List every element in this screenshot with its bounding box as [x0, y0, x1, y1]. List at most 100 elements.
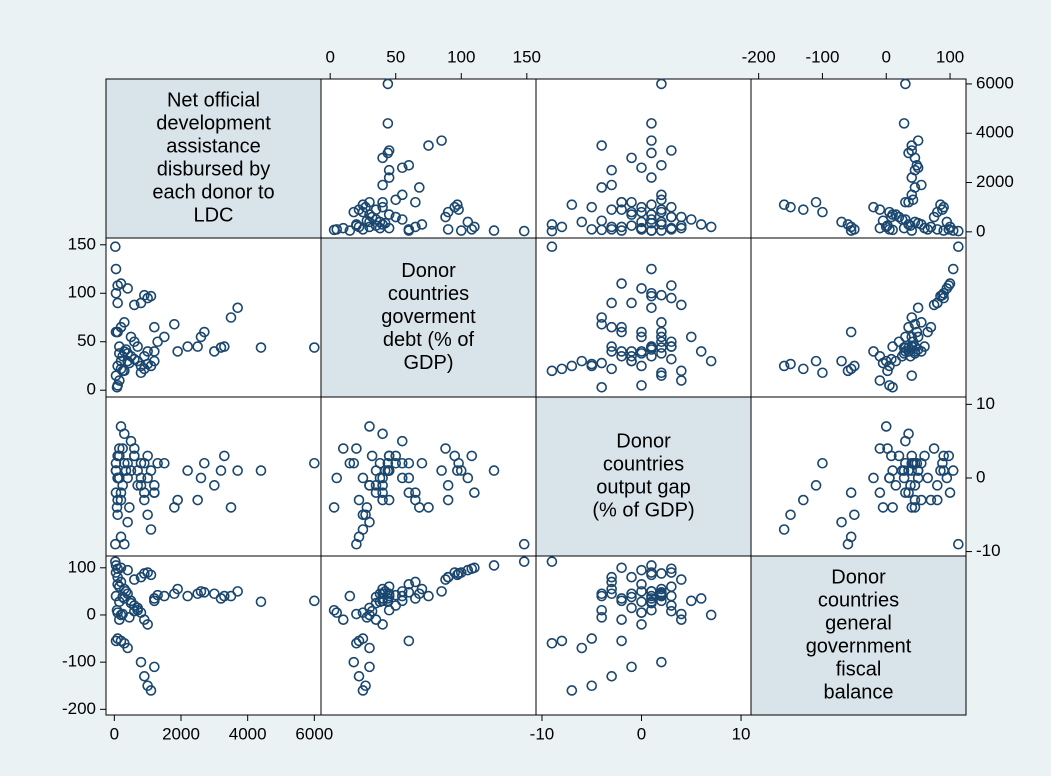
point [383, 581, 395, 592]
x-tick-label: 4000 [229, 724, 267, 743]
point [309, 457, 320, 469]
y-tick-label: 100 [68, 283, 96, 302]
point [546, 556, 558, 567]
point [357, 472, 369, 484]
point [626, 571, 637, 583]
point [785, 509, 796, 521]
point [798, 494, 809, 506]
point [364, 221, 375, 233]
point [931, 224, 943, 235]
y-tick-label: -10 [976, 541, 1001, 560]
point [886, 450, 897, 462]
point [626, 602, 637, 614]
point [656, 159, 667, 171]
point [874, 487, 886, 498]
point [469, 221, 480, 233]
point [488, 560, 500, 571]
point [695, 593, 707, 604]
point [135, 571, 147, 583]
y-tick-label: 6000 [976, 73, 1014, 92]
point [898, 472, 910, 484]
point [606, 204, 617, 215]
point [139, 487, 150, 498]
point [436, 465, 447, 476]
point [546, 365, 558, 377]
point [364, 661, 375, 673]
point [125, 331, 137, 343]
point [676, 365, 687, 377]
x-tick-label: -10 [530, 724, 555, 743]
point [636, 360, 647, 372]
point [546, 225, 558, 237]
point [676, 574, 687, 585]
point [112, 633, 123, 644]
point [410, 593, 421, 604]
point [383, 172, 395, 183]
point [117, 443, 128, 454]
point [225, 502, 237, 513]
point [122, 642, 133, 654]
point [882, 365, 893, 377]
point [348, 457, 360, 469]
point [947, 263, 959, 275]
point [903, 487, 914, 498]
cell [105, 555, 322, 716]
point [377, 152, 388, 164]
point [596, 588, 607, 600]
point [931, 480, 943, 491]
point [125, 350, 137, 362]
point [666, 567, 677, 578]
point [255, 342, 267, 353]
y-tick-label: 0 [87, 380, 96, 399]
point [366, 605, 378, 617]
point [953, 225, 964, 237]
point [606, 179, 617, 191]
point [112, 297, 123, 309]
point [357, 633, 369, 644]
cell [320, 555, 537, 716]
point [798, 363, 809, 375]
point [364, 480, 375, 491]
point [219, 450, 230, 462]
point [364, 516, 375, 528]
point [606, 588, 617, 600]
point [656, 331, 667, 343]
variable-label: Donor [616, 430, 671, 452]
point [596, 382, 607, 393]
point [925, 221, 937, 233]
point [135, 656, 147, 668]
point [353, 531, 365, 543]
x-tick-label: -200 [742, 47, 776, 66]
x-tick-label: -100 [805, 47, 839, 66]
point [416, 583, 428, 595]
point [849, 360, 860, 372]
point [810, 196, 822, 208]
point [944, 487, 956, 498]
point [192, 341, 203, 352]
variable-label: each donor to [152, 181, 274, 203]
point [546, 241, 558, 253]
variable-label: Net official [167, 89, 260, 111]
point [646, 290, 657, 302]
point [884, 206, 895, 218]
point [845, 363, 857, 375]
point [410, 221, 421, 233]
point [845, 487, 857, 498]
point [916, 317, 927, 328]
point [351, 538, 362, 550]
point [919, 341, 930, 352]
point [360, 680, 371, 692]
point [616, 221, 627, 233]
point [142, 292, 153, 304]
point [364, 196, 375, 208]
point [135, 607, 147, 618]
point [880, 221, 892, 233]
point [900, 346, 911, 357]
point [114, 341, 125, 352]
point [616, 635, 627, 647]
x-tick-label: 0 [110, 724, 119, 743]
point [636, 380, 647, 391]
point [383, 465, 395, 476]
point [907, 194, 919, 206]
point [159, 590, 170, 602]
